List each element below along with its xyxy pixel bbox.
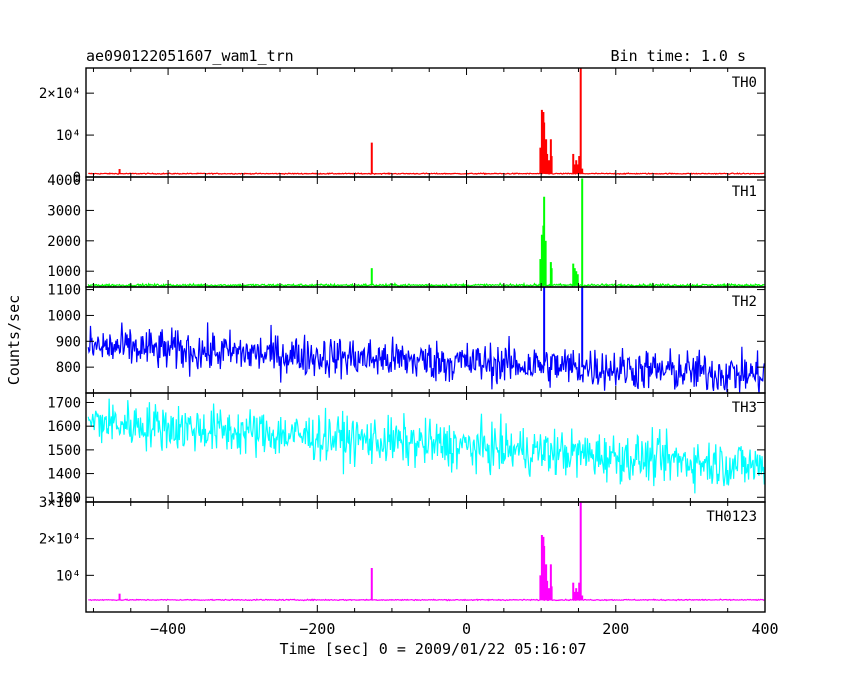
bin-time-label: Bin time: 1.0 s (611, 47, 746, 65)
series-line-th3 (87, 398, 765, 494)
y-axis-label: Counts/sec (5, 295, 23, 385)
x-axis-label: Time [sec] 0 = 2009/01/22 05:16:07 (279, 640, 586, 658)
panels-group: 0 10⁴ 2×10⁴ TH0 1000 2000 3000 4000 TH1 800 900 100… (39, 67, 766, 613)
y-tick-label: 1600 (47, 419, 81, 435)
panel-frame (85, 67, 766, 178)
panel-th2: 800 900 1000 1100 TH2 (47, 283, 766, 394)
x-tick-labels: −400 −200 0 200 400 (150, 620, 779, 638)
y-tick-label: 900 (56, 334, 81, 350)
x-tick-label: 200 (602, 620, 629, 638)
panel-th0: 0 10⁴ 2×10⁴ TH0 (39, 67, 766, 186)
y-tick-label: 3000 (47, 203, 81, 219)
panel-name-label: TH0 (732, 75, 757, 91)
panel-name-label: TH1 (732, 184, 757, 200)
series-line-th1 (87, 281, 765, 287)
panel-name-label: TH3 (732, 400, 757, 416)
y-tick-label: 1400 (47, 467, 81, 483)
y-tick-label: 1700 (47, 395, 81, 411)
y-tick-label: 0 (73, 170, 81, 186)
y-tick-label: 1000 (47, 264, 81, 280)
x-tick-label: −400 (150, 620, 186, 638)
y-tick-label: 10⁴ (56, 128, 81, 144)
panel-frame (85, 176, 766, 288)
series-line-th0123 (88, 598, 765, 602)
y-tick-label: 2×10⁴ (39, 532, 81, 548)
x-tick-label: 0 (462, 620, 471, 638)
x-tick-label: 400 (751, 620, 778, 638)
panel-th0123: 10⁴ 2×10⁴ 3×10⁴ TH0123 (39, 495, 766, 613)
y-tick-label: 1000 (47, 308, 81, 324)
y-tick-label: 800 (56, 360, 81, 376)
y-tick-label: 1500 (47, 443, 81, 459)
y-tick-label: 3×10⁴ (39, 495, 81, 511)
y-tick-label: 2×10⁴ (39, 86, 81, 102)
series-line-th2 (87, 322, 765, 393)
observation-id-title: ae090122051607_wam1_trn (86, 47, 294, 65)
y-tick-label: 1300 (47, 490, 81, 506)
panel-th3: 1300 1400 1500 1600 1700 TH3 (47, 392, 766, 506)
y-tick-label: 10⁴ (56, 568, 81, 584)
y-tick-label: 1100 (47, 283, 81, 299)
panel-name-label: TH0123 (706, 509, 757, 525)
y-tick-label: 2000 (47, 234, 81, 250)
panel-frame (85, 501, 766, 613)
x-tick-label: −200 (299, 620, 335, 638)
panel-name-label: TH2 (732, 294, 757, 310)
panel-th1: 1000 2000 3000 4000 TH1 (47, 173, 766, 288)
y-tick-label: 4000 (47, 173, 81, 189)
series-line-th0 (88, 171, 765, 176)
